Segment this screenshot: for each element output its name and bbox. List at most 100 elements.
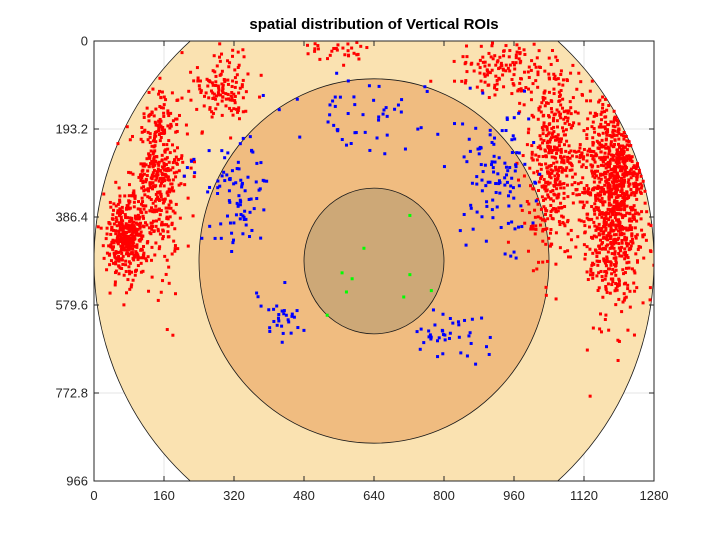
data-point <box>636 247 640 251</box>
data-point <box>559 201 563 205</box>
data-point <box>620 241 624 245</box>
data-point <box>627 182 631 186</box>
data-point <box>513 169 517 173</box>
data-point <box>513 67 517 71</box>
data-point <box>452 59 456 63</box>
data-point <box>596 169 600 173</box>
data-point <box>157 129 161 133</box>
data-point <box>610 210 614 214</box>
data-point <box>471 227 475 231</box>
data-point <box>222 170 226 174</box>
data-point <box>494 182 498 186</box>
data-point <box>396 103 400 107</box>
data-point <box>629 156 633 160</box>
data-point <box>522 103 526 107</box>
data-point <box>485 73 489 77</box>
data-point <box>606 282 610 286</box>
data-point <box>605 255 609 259</box>
data-point <box>549 210 553 214</box>
data-point <box>639 174 643 178</box>
data-point <box>393 107 397 111</box>
data-point <box>508 63 512 67</box>
data-point <box>625 253 629 257</box>
data-point <box>165 167 169 171</box>
data-point <box>475 85 479 89</box>
data-point <box>557 144 561 148</box>
data-point <box>241 214 245 218</box>
data-point <box>484 239 488 243</box>
data-point <box>557 137 561 141</box>
data-point <box>166 190 170 194</box>
data-point <box>491 198 495 202</box>
data-point <box>158 213 162 217</box>
data-point <box>161 198 165 202</box>
data-point <box>603 191 607 195</box>
data-point <box>600 188 604 192</box>
data-point <box>539 147 543 151</box>
data-point <box>632 217 636 221</box>
data-point <box>632 333 636 337</box>
data-point <box>594 113 598 117</box>
data-point <box>118 266 122 270</box>
data-point <box>626 287 630 291</box>
data-point <box>168 215 172 219</box>
data-point <box>607 178 611 182</box>
data-point <box>232 221 236 225</box>
data-point <box>575 155 579 159</box>
data-point <box>372 98 376 102</box>
data-point <box>611 192 615 196</box>
data-point <box>171 119 175 123</box>
data-point <box>429 335 433 339</box>
data-point <box>96 225 100 229</box>
data-point <box>551 119 555 123</box>
data-point <box>160 159 164 163</box>
data-point <box>603 318 607 322</box>
data-point <box>622 200 626 204</box>
data-point <box>559 89 563 93</box>
data-point <box>625 204 629 208</box>
data-point <box>142 172 146 176</box>
data-point <box>622 184 626 188</box>
data-point <box>629 176 633 180</box>
data-point <box>602 187 606 191</box>
data-point <box>632 204 636 208</box>
data-point <box>112 222 116 226</box>
data-point <box>635 286 639 290</box>
data-point <box>552 72 556 76</box>
data-point <box>614 287 618 291</box>
data-point <box>148 132 152 136</box>
data-point <box>129 225 133 229</box>
data-point <box>599 330 603 334</box>
data-point <box>232 92 236 96</box>
data-point <box>211 111 215 115</box>
data-point <box>617 184 621 188</box>
data-point <box>488 128 492 132</box>
data-point <box>615 152 619 156</box>
data-point <box>128 216 132 220</box>
data-point <box>384 106 388 110</box>
data-point <box>154 241 158 245</box>
data-point <box>541 141 545 145</box>
data-point <box>367 84 371 88</box>
x-tick-label: 640 <box>363 488 385 503</box>
data-point <box>562 110 566 114</box>
data-point <box>148 141 152 145</box>
data-point <box>572 121 576 125</box>
data-point <box>377 118 381 122</box>
data-point <box>192 175 196 179</box>
data-point <box>586 117 590 121</box>
data-point <box>585 99 589 103</box>
data-point <box>552 125 556 129</box>
data-point <box>606 183 610 187</box>
data-point <box>618 226 622 230</box>
data-point <box>268 329 272 333</box>
data-point <box>632 281 636 285</box>
data-point <box>220 52 224 56</box>
data-point <box>144 204 148 208</box>
data-point <box>590 169 594 173</box>
data-point <box>118 214 122 218</box>
data-point <box>592 180 596 184</box>
data-point <box>208 107 212 111</box>
data-point <box>571 63 575 67</box>
data-point <box>522 48 526 52</box>
